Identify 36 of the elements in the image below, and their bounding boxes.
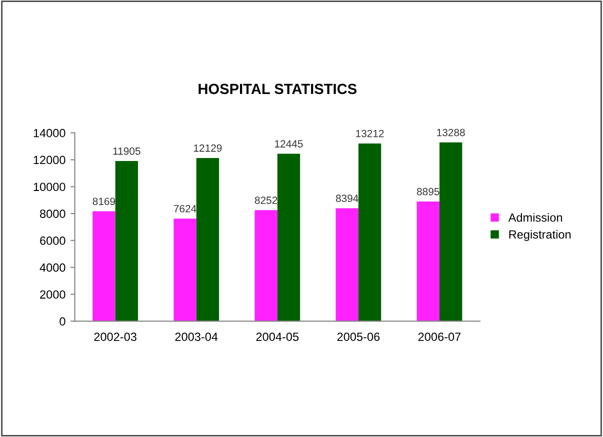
- bar: [115, 161, 138, 322]
- data-label: 12445: [275, 140, 303, 148]
- y-tick-label: 8000: [40, 210, 66, 218]
- y-tick-label: 2000: [40, 290, 66, 299]
- data-label: 13212: [356, 130, 384, 138]
- y-tick-label: 6000: [40, 236, 66, 245]
- data-label: 8895: [416, 188, 440, 196]
- y-tick-label: 4000: [40, 263, 66, 272]
- data-label: 8252: [254, 196, 278, 204]
- y-tick-label: 10000: [34, 182, 66, 192]
- bar: [174, 218, 196, 322]
- bar: [358, 143, 382, 322]
- bar: [196, 158, 220, 322]
- bar: [416, 202, 440, 322]
- bar: [254, 210, 278, 322]
- y-tick-label: 12000: [34, 156, 66, 164]
- y-tick-label: 14000: [34, 128, 66, 138]
- data-label: 7624: [174, 205, 196, 212]
- bar: [92, 211, 116, 322]
- data-label: 12129: [194, 144, 222, 152]
- data-label: 8394: [336, 194, 358, 202]
- data-label: 11905: [113, 147, 140, 155]
- bar: [277, 154, 300, 322]
- data-label: 13288: [437, 128, 465, 136]
- data-label: 8169: [92, 198, 116, 206]
- x-tick-label: 2002-03: [94, 332, 136, 341]
- legend-label: Admission: [508, 213, 562, 222]
- bar: [439, 142, 462, 322]
- chart-title: HOSPITAL STATISTICS: [198, 84, 356, 94]
- legend-label: Registration: [509, 230, 571, 241]
- x-tick-label: 2006-07: [418, 332, 461, 341]
- y-tick-label: 0: [60, 317, 66, 326]
- x-tick-label: 2005-06: [337, 332, 380, 341]
- x-tick-label: 2004-05: [256, 332, 299, 341]
- x-tick-label: 2003-04: [175, 332, 218, 341]
- bar: [336, 208, 358, 322]
